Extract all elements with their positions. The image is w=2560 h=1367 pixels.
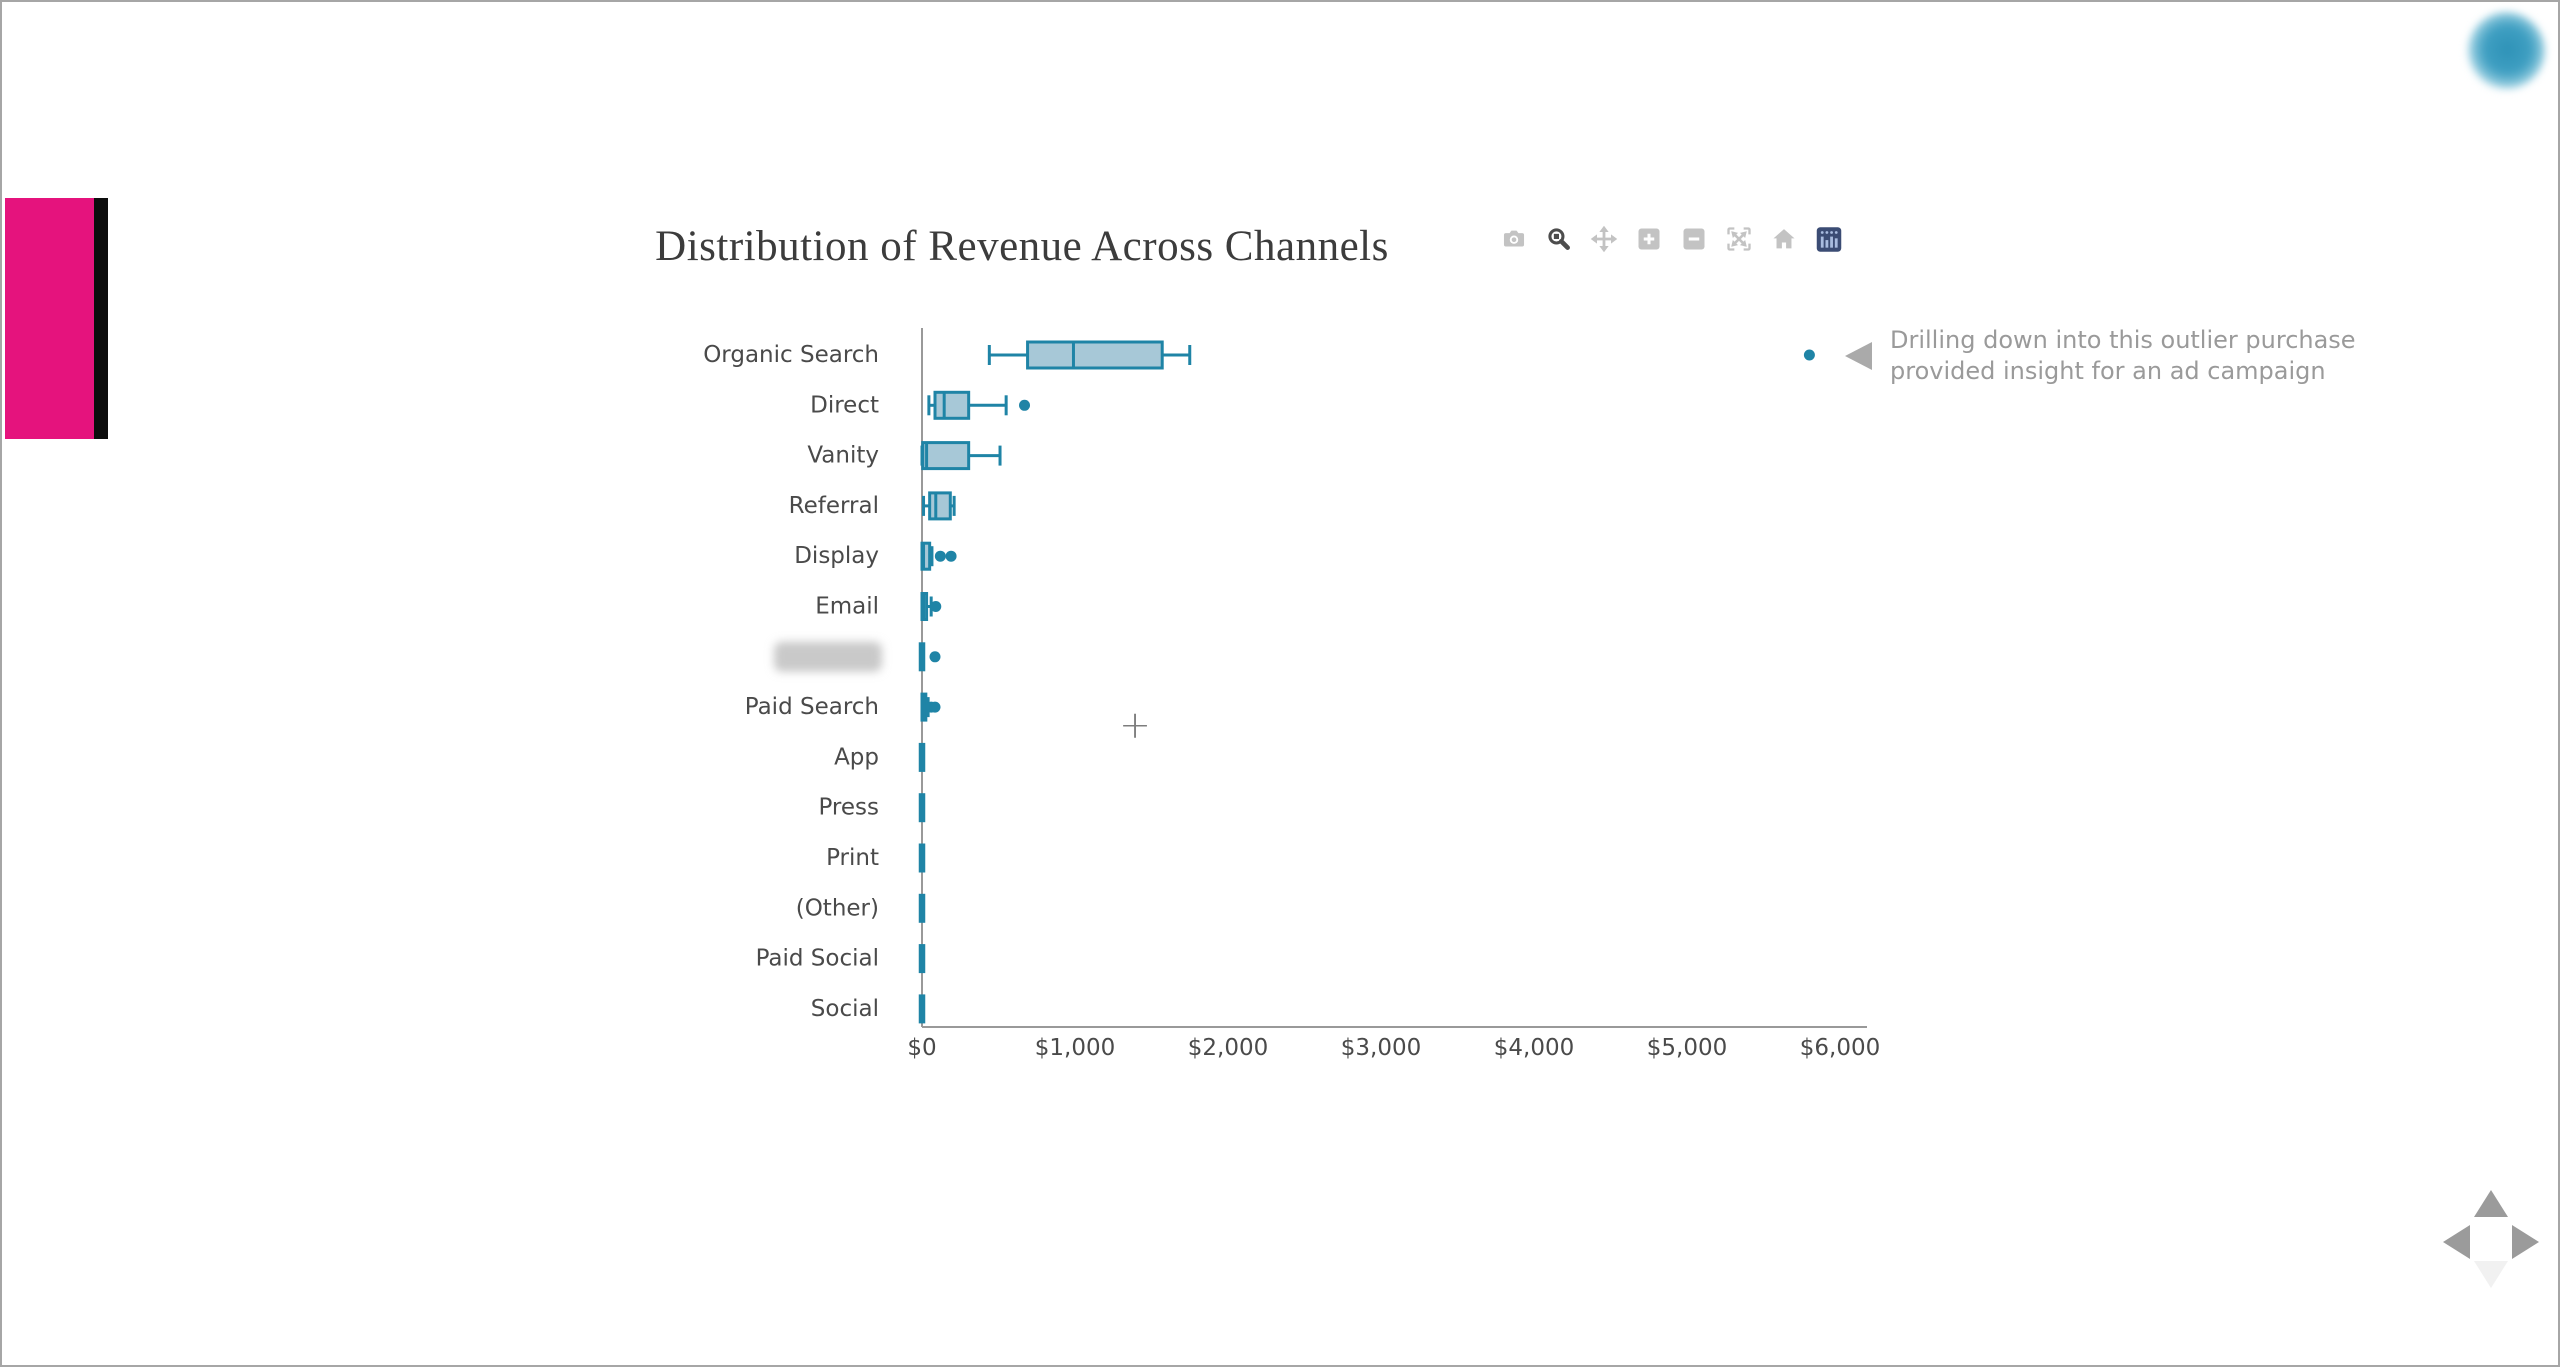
- zoom-out-icon[interactable]: [1680, 225, 1708, 253]
- crosshair-cursor: +: [1119, 703, 1151, 747]
- box-row[interactable]: Paid Social: [756, 944, 926, 974]
- boxplot-chart[interactable]: $0 $1,000 $2,000 $3,000 $4,000 $5,000 $6,000 Or…: [622, 320, 1952, 1090]
- box-row[interactable]: App: [834, 742, 926, 772]
- teal-blob-avatar: [2467, 12, 2545, 90]
- home-icon[interactable]: [1770, 225, 1798, 253]
- camera-icon[interactable]: [1500, 225, 1528, 253]
- y-axis-label: Paid Search: [745, 694, 879, 720]
- modebar: [1500, 220, 1843, 258]
- x-tick-label: $3,000: [1341, 1035, 1421, 1061]
- box-row[interactable]: Vanity: [807, 441, 1002, 471]
- y-axis-label: Paid Social: [756, 946, 879, 972]
- zoom-icon[interactable]: [1545, 225, 1573, 253]
- y-axis-label: Print: [826, 845, 879, 871]
- x-tick-label: $2,000: [1188, 1035, 1268, 1061]
- box-row[interactable]: Email: [815, 592, 942, 621]
- box-row[interactable]: Social: [811, 994, 926, 1024]
- x-tick-label: $0: [907, 1035, 936, 1061]
- box-row[interactable]: Press: [818, 793, 926, 823]
- outlier-point[interactable]: [929, 701, 941, 713]
- box-row[interactable]: Paid Search: [745, 692, 941, 722]
- box-row[interactable]: Organic Search: [703, 340, 1815, 370]
- outlier-point[interactable]: [1803, 349, 1815, 361]
- box[interactable]: [928, 491, 952, 521]
- autoscale-icon[interactable]: [1725, 225, 1753, 253]
- outlier-point[interactable]: [945, 550, 957, 562]
- y-axis-label: Referral: [789, 493, 879, 519]
- x-tick-label: $6,000: [1800, 1035, 1880, 1061]
- box-row[interactable]: [774, 641, 941, 672]
- zoom-in-icon[interactable]: [1635, 225, 1663, 253]
- outlier-point[interactable]: [934, 550, 946, 562]
- pink-rectangle: [5, 198, 94, 439]
- box-row[interactable]: Direct: [810, 390, 1031, 420]
- pink-accent-bar: [5, 198, 108, 439]
- x-tick-label: $1,000: [1035, 1035, 1115, 1061]
- outlier-point[interactable]: [930, 601, 942, 612]
- box-row[interactable]: (Other): [796, 893, 926, 923]
- nav-right-arrow-icon[interactable]: [2512, 1225, 2539, 1259]
- black-strip: [94, 198, 108, 439]
- y-axis-label: Direct: [810, 392, 879, 418]
- box-row[interactable]: Display: [794, 541, 957, 571]
- box-row[interactable]: Print: [826, 843, 926, 873]
- y-axis-label: App: [834, 744, 879, 770]
- y-axis-label: Social: [811, 996, 879, 1022]
- box[interactable]: [921, 441, 971, 471]
- box[interactable]: [920, 541, 932, 571]
- nav-down-arrow-icon: [2474, 1261, 2508, 1288]
- y-axis-label-redacted: [774, 641, 882, 672]
- plotly-logo-icon[interactable]: [1815, 225, 1843, 253]
- box[interactable]: [1026, 340, 1164, 370]
- story-nav-arrows: [2443, 1188, 2539, 1288]
- annotation-text: Drilling down into this outlier purchase…: [1890, 325, 2356, 387]
- x-tick-label: $4,000: [1494, 1035, 1574, 1061]
- box[interactable]: [933, 390, 971, 420]
- annotation-line-1: Drilling down into this outlier purchase: [1890, 326, 2356, 354]
- y-axis-label: Press: [818, 795, 879, 821]
- annotation-arrow-icon: [1845, 342, 1872, 370]
- y-axis-label: Email: [815, 594, 879, 620]
- chart-title: Distribution of Revenue Across Channels: [655, 223, 1389, 270]
- plot-area: $0 $1,000 $2,000 $3,000 $4,000 $5,000 $6,000 Or…: [703, 328, 1880, 1061]
- y-axis-label: Vanity: [807, 443, 879, 469]
- box-row[interactable]: Referral: [789, 491, 956, 521]
- pan-icon[interactable]: [1590, 225, 1618, 253]
- x-tick-label: $5,000: [1647, 1035, 1727, 1061]
- outlier-point[interactable]: [929, 651, 941, 663]
- annotation-line-2: provided insight for an ad campaign: [1890, 357, 2326, 385]
- outlier-point[interactable]: [1019, 399, 1031, 411]
- y-axis-label: Display: [794, 543, 879, 569]
- nav-up-arrow-icon[interactable]: [2474, 1190, 2508, 1217]
- nav-left-arrow-icon[interactable]: [2443, 1225, 2470, 1259]
- y-axis-label: (Other): [796, 895, 879, 921]
- y-axis-label: Organic Search: [703, 342, 879, 368]
